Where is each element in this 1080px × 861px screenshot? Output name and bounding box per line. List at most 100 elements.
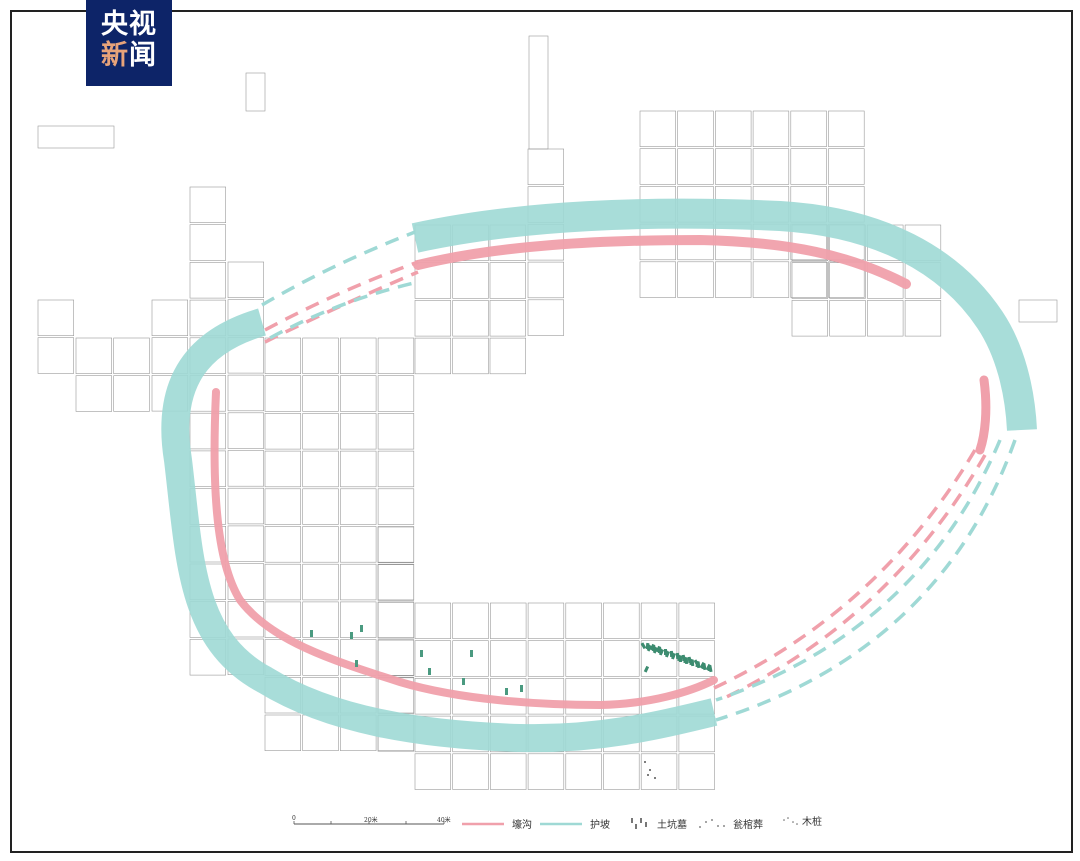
- moat-north: [413, 234, 911, 289]
- legend-pit-tomb-swatch: [631, 818, 633, 823]
- grid-square: [752, 148, 790, 185]
- grid-square: [565, 678, 602, 715]
- pit-tomb: [699, 661, 706, 669]
- grid-square: [904, 300, 942, 337]
- grid-square: [452, 753, 489, 790]
- grid-square: [829, 300, 866, 337]
- slope-band-north-east: [411, 198, 1037, 431]
- legend-pit-tomb-swatch: [640, 818, 642, 823]
- pit-tomb: [428, 668, 431, 675]
- grid-square: [678, 753, 715, 790]
- projected-extent-dashed: [715, 439, 1017, 722]
- pit-tomb: [645, 642, 650, 650]
- slope-band-west-south: [161, 308, 718, 753]
- grid-square: [302, 488, 339, 525]
- legend-urn-burial-swatch: [723, 825, 725, 827]
- grid-square: [527, 299, 565, 336]
- grid-square: [527, 148, 565, 186]
- pit-tomb: [681, 654, 686, 662]
- grid-square: [302, 563, 339, 601]
- pit-tomb: [640, 642, 647, 650]
- grid-square: [603, 602, 640, 640]
- legend-stake-swatch: [792, 821, 794, 823]
- pit-tomb: [420, 650, 423, 657]
- grid-square: [113, 337, 150, 375]
- grid-square: [264, 563, 302, 601]
- grid-square: [527, 602, 565, 640]
- grid-square: [302, 450, 339, 488]
- grid-square: [867, 300, 904, 337]
- grid-square: [302, 526, 339, 563]
- grid-square: [414, 300, 452, 337]
- grid-square: [677, 148, 714, 185]
- grid-square: [227, 261, 265, 299]
- legend-urn-burial-swatch: [705, 821, 707, 823]
- grid-square: [302, 375, 339, 412]
- projected-extent-dashed: [719, 454, 987, 702]
- wooden-stake: [654, 777, 656, 779]
- grid-square: [377, 564, 415, 601]
- grid-square: [790, 148, 827, 185]
- grid-square: [302, 601, 339, 638]
- projected-extent-dashed: [264, 270, 419, 344]
- pit-tomb: [462, 678, 465, 685]
- scale-tick: 40米: [437, 817, 451, 824]
- wooden-stake: [649, 769, 651, 771]
- grid-square: [340, 639, 377, 676]
- pit-tomb: [520, 685, 523, 692]
- grid-square: [377, 450, 415, 488]
- grid-square: [752, 110, 790, 148]
- grid-square: [264, 413, 302, 450]
- pit-tomb: [360, 625, 363, 632]
- pit-tomb: [664, 649, 667, 655]
- grid-square: [264, 714, 302, 752]
- pit-tomb: [505, 688, 508, 695]
- grid-square: [639, 110, 677, 148]
- grid-square: [828, 148, 865, 185]
- grid-square: [377, 639, 415, 677]
- grid-square: [414, 640, 452, 677]
- grid-square: [264, 375, 302, 412]
- grid-square: [377, 337, 415, 375]
- grid-square: [678, 602, 715, 640]
- pit-tomb: [355, 660, 358, 667]
- grid-square: [302, 337, 339, 375]
- grid-square: [227, 412, 265, 449]
- trench-box: [245, 72, 266, 112]
- pit-tomb: [675, 652, 680, 660]
- legend-pit-tomb-swatch: [635, 824, 637, 829]
- grid-square: [189, 412, 227, 450]
- projected-extent-dashed: [261, 230, 416, 307]
- legend-stake-swatch: [783, 819, 785, 821]
- legend-urn-burial-label: 瓮棺葬: [733, 820, 763, 831]
- grid-square: [377, 601, 415, 638]
- grid-square: [489, 337, 527, 375]
- grid-square: [639, 148, 677, 185]
- grid-square: [377, 526, 415, 564]
- pit-tomb: [643, 665, 650, 673]
- grid-square: [640, 753, 678, 790]
- legend-pit-tomb-swatch: [645, 822, 647, 827]
- grid-square: [340, 526, 377, 563]
- grid-square: [151, 299, 189, 337]
- legend-urn-burial-swatch: [711, 819, 713, 821]
- pit-tomb: [649, 643, 656, 651]
- grid-square: [340, 450, 377, 488]
- grid-square: [227, 487, 265, 525]
- trench-box: [528, 35, 549, 150]
- grid-square: [113, 375, 150, 412]
- grid-square: [565, 753, 602, 790]
- grid-square: [189, 186, 227, 224]
- pit-tomb: [350, 632, 353, 639]
- legend-slope-label: 护坡: [590, 820, 610, 831]
- pit-tomb: [687, 656, 692, 664]
- grid-square: [377, 526, 415, 563]
- grid-square: [37, 337, 75, 374]
- grid-square: [340, 413, 377, 450]
- grid-square: [264, 337, 302, 375]
- grid-square: [565, 640, 602, 677]
- grid-square: [377, 488, 415, 525]
- moat-west-south: [210, 388, 718, 710]
- grid-square: [527, 753, 565, 790]
- grid-square: [452, 602, 489, 640]
